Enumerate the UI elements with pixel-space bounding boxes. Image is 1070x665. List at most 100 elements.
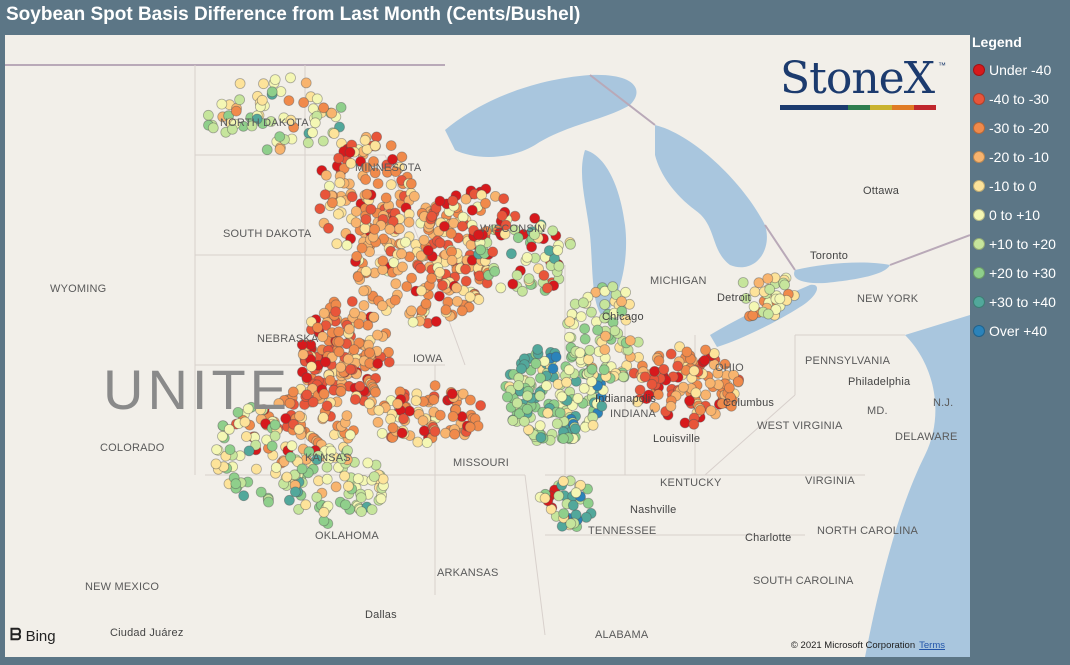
price-point[interactable] [344, 146, 356, 158]
price-point[interactable] [370, 386, 381, 398]
price-point[interactable] [521, 251, 533, 263]
price-point[interactable] [526, 241, 537, 253]
price-point[interactable] [326, 197, 338, 209]
price-point[interactable] [283, 95, 295, 106]
price-point[interactable] [400, 236, 411, 248]
price-point[interactable] [408, 190, 420, 202]
price-point[interactable] [542, 407, 554, 419]
price-point[interactable] [238, 490, 250, 502]
price-point[interactable] [421, 437, 433, 449]
price-point[interactable] [285, 114, 297, 126]
price-point[interactable] [523, 273, 535, 285]
price-point[interactable] [529, 229, 540, 240]
price-point[interactable] [553, 490, 565, 502]
price-point[interactable] [422, 244, 434, 256]
price-point[interactable] [385, 140, 397, 151]
price-point[interactable] [234, 94, 246, 106]
price-point[interactable] [500, 219, 512, 231]
price-point[interactable] [592, 324, 603, 336]
price-point[interactable] [369, 167, 381, 179]
price-point[interactable] [679, 417, 691, 429]
price-point[interactable] [700, 389, 712, 401]
price-point[interactable] [695, 404, 706, 416]
price-point[interactable] [428, 394, 440, 406]
price-point[interactable] [397, 261, 408, 273]
price-point[interactable] [326, 107, 338, 119]
price-point[interactable] [283, 494, 295, 506]
price-point[interactable] [223, 423, 235, 435]
price-point[interactable] [558, 508, 570, 520]
price-point[interactable] [737, 277, 749, 288]
price-point[interactable] [369, 140, 381, 152]
price-point[interactable] [426, 272, 438, 284]
price-point[interactable] [207, 122, 219, 134]
price-point[interactable] [451, 282, 462, 294]
price-point[interactable] [558, 433, 569, 445]
price-point[interactable] [258, 78, 269, 90]
price-point[interactable] [301, 389, 313, 401]
price-point[interactable] [446, 254, 458, 266]
price-point[interactable] [507, 415, 519, 426]
price-point[interactable] [569, 423, 581, 435]
price-point[interactable] [319, 189, 331, 201]
price-point[interactable] [396, 248, 407, 260]
price-point[interactable] [554, 407, 566, 419]
price-point[interactable] [446, 388, 458, 400]
price-point[interactable] [726, 400, 737, 412]
price-point[interactable] [586, 376, 598, 387]
price-point[interactable] [748, 301, 760, 313]
price-point[interactable] [359, 134, 371, 146]
price-point[interactable] [355, 506, 367, 518]
price-point[interactable] [420, 298, 432, 310]
price-point[interactable] [396, 151, 408, 163]
price-point[interactable] [473, 229, 484, 241]
price-point[interactable] [582, 497, 594, 509]
price-point[interactable] [331, 238, 343, 250]
price-point[interactable] [384, 223, 396, 235]
price-point[interactable] [309, 117, 321, 129]
price-point[interactable] [250, 439, 262, 451]
price-point[interactable] [294, 410, 306, 422]
price-point[interactable] [616, 305, 628, 317]
price-point[interactable] [321, 400, 333, 412]
price-point[interactable] [372, 358, 384, 370]
price-point[interactable] [332, 208, 344, 220]
price-point[interactable] [352, 271, 364, 283]
price-point[interactable] [390, 278, 402, 290]
price-point[interactable] [360, 213, 372, 225]
price-point[interactable] [550, 351, 562, 363]
price-point[interactable] [296, 463, 308, 475]
price-point[interactable] [516, 363, 527, 375]
price-point[interactable] [342, 480, 354, 492]
price-point[interactable] [318, 102, 330, 114]
price-point[interactable] [255, 486, 267, 498]
price-point[interactable] [317, 412, 329, 423]
price-point[interactable] [417, 415, 429, 427]
price-point[interactable] [415, 285, 427, 297]
price-point[interactable] [230, 478, 242, 490]
price-point[interactable] [574, 347, 586, 359]
price-point[interactable] [410, 395, 422, 407]
price-point[interactable] [600, 330, 611, 342]
price-point[interactable] [774, 293, 786, 305]
price-point[interactable] [724, 382, 735, 394]
price-point[interactable] [719, 358, 731, 370]
price-point[interactable] [335, 361, 347, 373]
price-point[interactable] [412, 436, 424, 448]
price-point[interactable] [457, 388, 469, 400]
price-point[interactable] [360, 265, 372, 277]
price-point[interactable] [740, 292, 752, 304]
price-point[interactable] [460, 193, 472, 205]
price-point[interactable] [317, 135, 329, 147]
price-point[interactable] [293, 503, 305, 515]
price-point[interactable] [345, 363, 356, 375]
price-point[interactable] [210, 458, 222, 470]
price-point[interactable] [261, 144, 273, 156]
price-point[interactable] [489, 265, 501, 277]
price-point[interactable] [286, 440, 298, 452]
price-point[interactable] [348, 344, 360, 356]
price-point[interactable] [678, 381, 689, 393]
price-point[interactable] [240, 431, 252, 442]
price-point[interactable] [380, 192, 392, 204]
price-point[interactable] [405, 305, 417, 317]
